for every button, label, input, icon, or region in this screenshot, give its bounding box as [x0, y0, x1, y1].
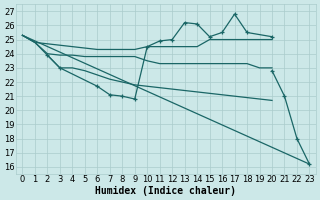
X-axis label: Humidex (Indice chaleur): Humidex (Indice chaleur) — [95, 186, 236, 196]
